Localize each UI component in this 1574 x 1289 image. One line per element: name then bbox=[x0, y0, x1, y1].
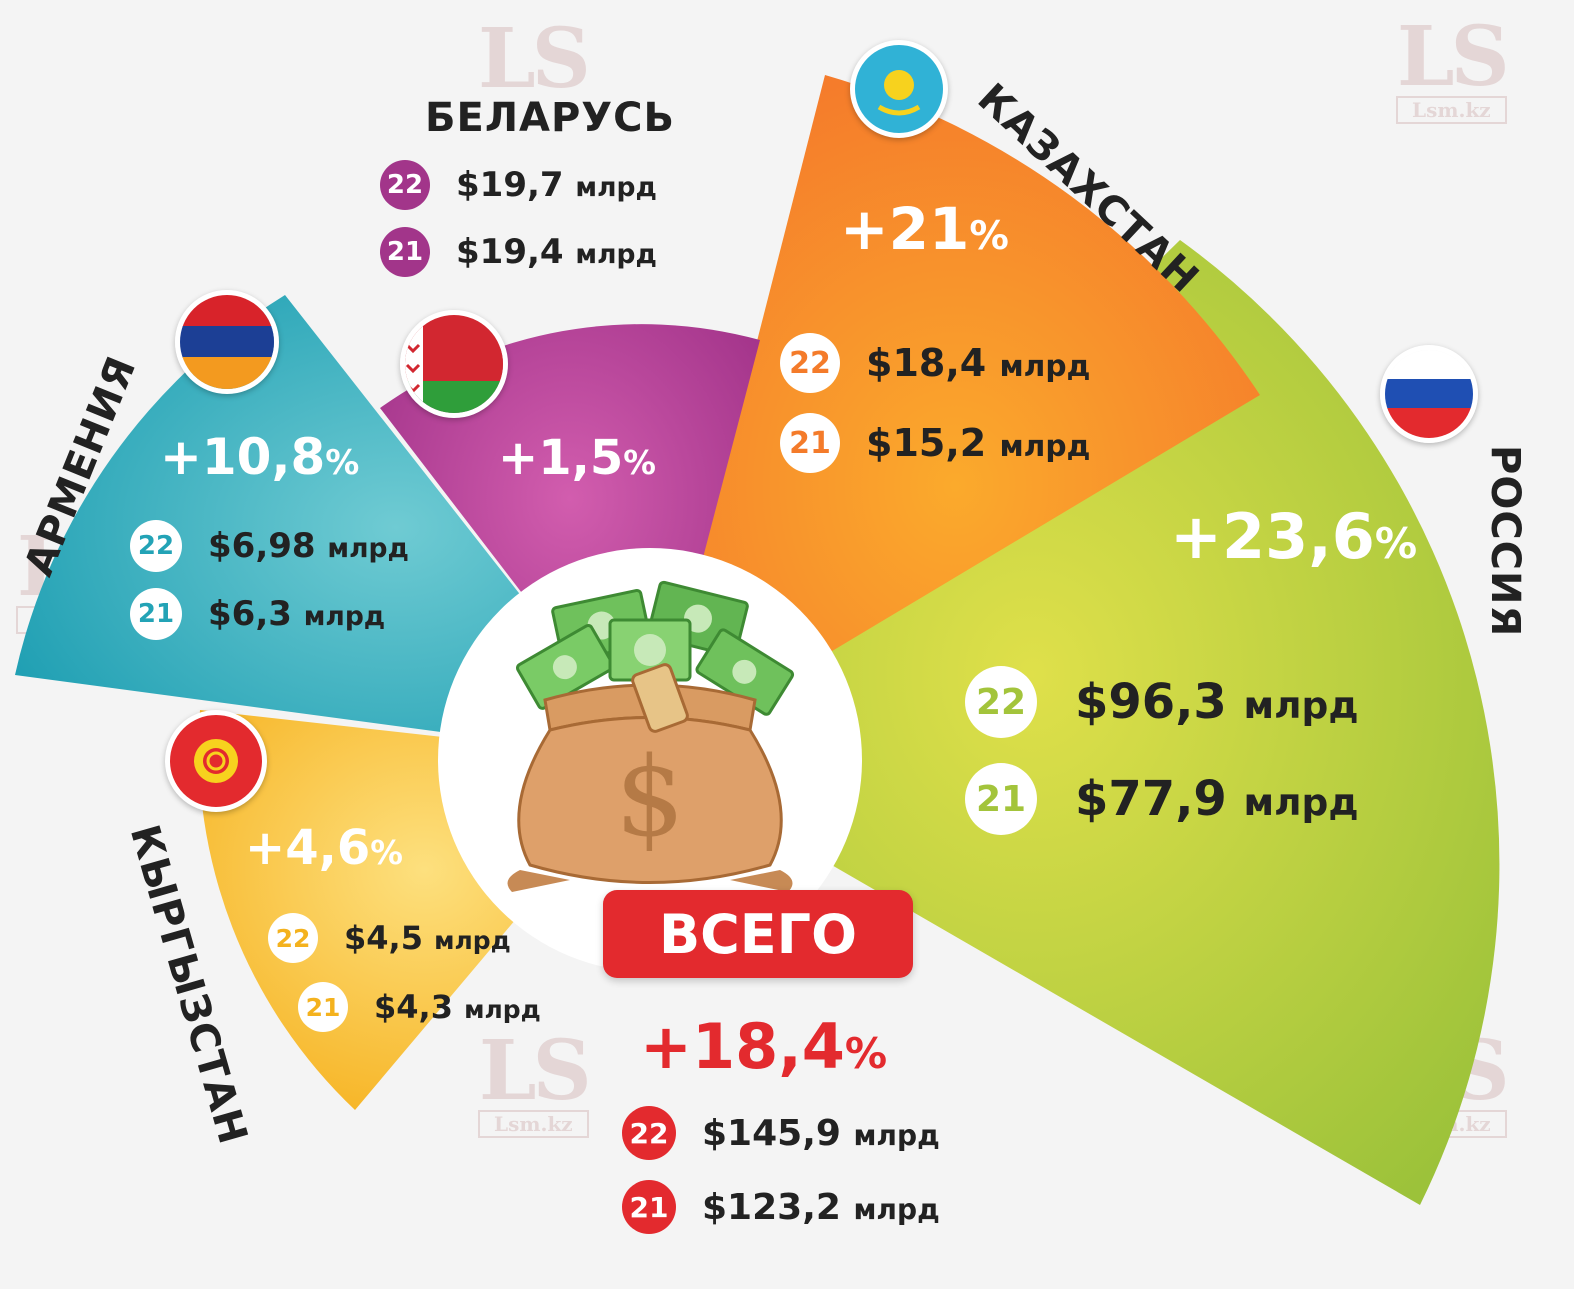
belarus-21-row: 21 $19,4 млрд bbox=[380, 227, 657, 277]
kyrgyzstan-21-row: 21 $4,3 млрд bbox=[298, 982, 541, 1032]
year-badge-21: 21 bbox=[298, 982, 348, 1032]
belarus-value-22: $19,7 bbox=[456, 165, 564, 205]
armenia-value-21: $6,3 bbox=[208, 594, 292, 634]
armenia-value-22: $6,98 bbox=[208, 526, 316, 566]
year-badge-22: 22 bbox=[965, 666, 1037, 738]
year-badge-22: 22 bbox=[780, 333, 840, 393]
sector-kazakhstan bbox=[650, 75, 1260, 760]
belarus-22-row: 22 $19,7 млрд bbox=[380, 160, 657, 210]
flag-armenia-icon bbox=[175, 290, 279, 394]
year-badge-21: 21 bbox=[780, 413, 840, 473]
kyrgyzstan-22-row: 22 $4,5 млрд bbox=[268, 913, 511, 963]
kazakhstan-22-row: 22 $18,4 млрд bbox=[780, 333, 1090, 393]
flag-belarus-icon bbox=[400, 310, 508, 418]
flag-russia-icon bbox=[1380, 345, 1478, 443]
year-badge-21: 21 bbox=[380, 227, 430, 277]
year-badge-22: 22 bbox=[380, 160, 430, 210]
kazakhstan-value-22: $18,4 bbox=[866, 341, 987, 385]
flag-kyrgyzstan-icon bbox=[165, 710, 267, 812]
year-badge-22: 22 bbox=[130, 520, 182, 572]
total-value-21: $123,2 bbox=[702, 1186, 841, 1228]
kazakhstan-value-21: $15,2 bbox=[866, 421, 987, 465]
sector-russia bbox=[650, 240, 1500, 1205]
total-growth: +18,4% bbox=[640, 1010, 888, 1083]
flag-kazakhstan-icon bbox=[850, 40, 948, 138]
russia-value-21: $77,9 bbox=[1075, 771, 1227, 827]
russia-22-row: 22 $96,3 млрд bbox=[965, 666, 1359, 738]
armenia-22-row: 22 $6,98 млрд bbox=[130, 520, 409, 572]
country-name-russia: РОССИЯ bbox=[1482, 445, 1528, 638]
armenia-growth: +10,8% bbox=[160, 428, 360, 486]
watermark-logo: LS bbox=[478, 11, 591, 107]
belarus-value-21: $19,4 bbox=[456, 232, 564, 272]
russia-21-row: 21 $77,9 млрд bbox=[965, 763, 1359, 835]
year-badge-22: 22 bbox=[268, 913, 318, 963]
year-badge-21: 21 bbox=[622, 1180, 676, 1234]
kyrgyzstan-value-21: $4,3 bbox=[374, 988, 453, 1026]
kazakhstan-21-row: 21 $15,2 млрд bbox=[780, 413, 1090, 473]
total-21-row: 21 $123,2 млрд bbox=[622, 1180, 940, 1234]
armenia-21-row: 21 $6,3 млрд bbox=[130, 588, 385, 640]
kyrgyzstan-growth: +4,6% bbox=[245, 820, 403, 876]
total-22-row: 22 $145,9 млрд bbox=[622, 1106, 940, 1160]
total-label: ВСЕГО bbox=[603, 890, 913, 978]
kazakhstan-growth: +21% bbox=[840, 195, 1009, 263]
belarus-growth: +1,5% bbox=[498, 430, 656, 486]
russia-growth: +23,6% bbox=[1170, 500, 1418, 573]
money-bag-icon: $ bbox=[507, 580, 795, 892]
russia-value-22: $96,3 bbox=[1075, 674, 1227, 730]
country-name-belarus: БЕЛАРУСЬ bbox=[425, 95, 675, 141]
dollar-sign-icon: $ bbox=[615, 733, 685, 861]
kyrgyzstan-value-22: $4,5 bbox=[344, 919, 423, 957]
year-badge-21: 21 bbox=[130, 588, 182, 640]
year-badge-22: 22 bbox=[622, 1106, 676, 1160]
total-value-22: $145,9 bbox=[702, 1112, 841, 1154]
year-badge-21: 21 bbox=[965, 763, 1037, 835]
